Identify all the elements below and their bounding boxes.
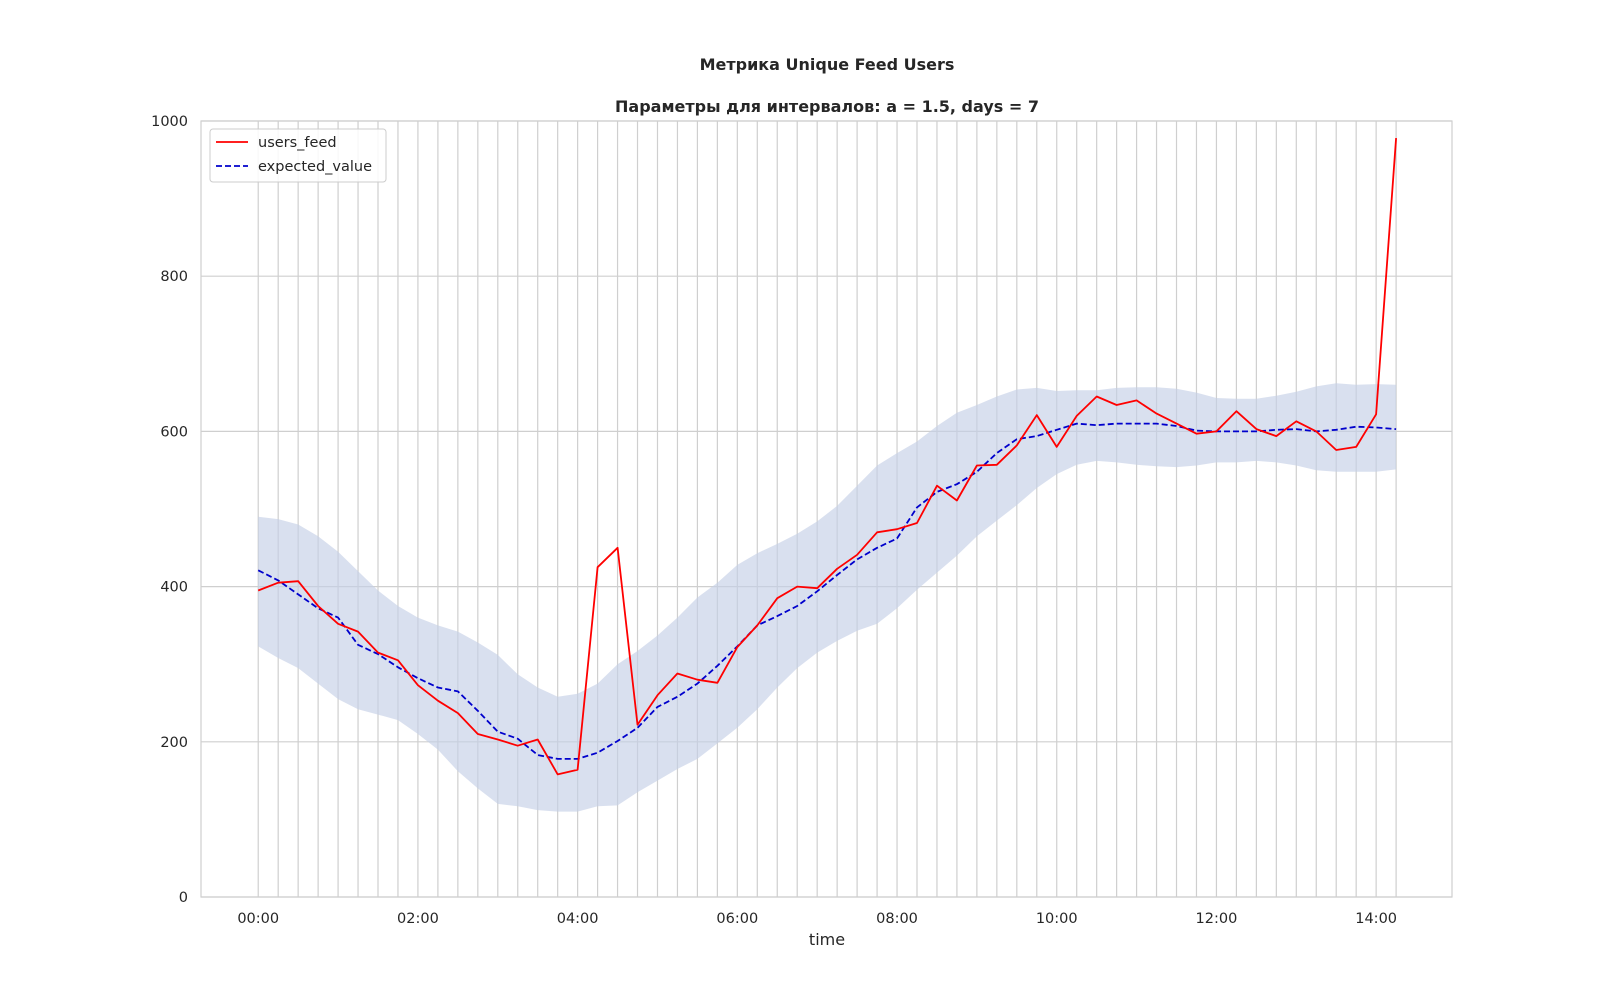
x-tick-label: 08:00: [876, 911, 918, 927]
x-tick-label: 06:00: [716, 911, 758, 927]
grid: [201, 120, 1452, 898]
y-tick-label: 600: [160, 424, 188, 440]
y-axis-ticks: 0 200 400 600 800 1000: [151, 114, 188, 906]
x-tick-label: 12:00: [1196, 911, 1238, 927]
x-tick-label: 10:00: [1036, 911, 1078, 927]
series-line-expected-value: [257, 422, 1397, 760]
legend: users_feed expected_value: [209, 128, 387, 183]
x-tick-label: 02:00: [397, 911, 439, 927]
legend-label-users-feed: users_feed: [258, 135, 337, 151]
legend-frame: [209, 128, 387, 183]
y-tick-label: 0: [179, 890, 188, 906]
chart-subtitle: Параметры для интервалов: a = 1.5, days …: [615, 97, 1039, 116]
x-axis-ticks: 00:00 02:00 04:00 06:00 08:00 10:00 12:00 14:00: [237, 911, 1397, 927]
y-tick-label: 200: [160, 735, 188, 751]
x-axis-label: time: [809, 930, 845, 949]
y-tick-label: 800: [160, 269, 188, 285]
series-line-users-feed: [257, 138, 1397, 776]
plot-frame: [200, 120, 1453, 898]
series-lines: [257, 138, 1397, 776]
x-tick-label: 04:00: [557, 911, 599, 927]
chart-title: Метрика Unique Feed Users: [700, 55, 955, 74]
y-tick-label: 1000: [151, 114, 188, 130]
y-tick-label: 400: [160, 580, 188, 596]
confidence-band: [258, 383, 1397, 812]
legend-label-expected-value: expected_value: [258, 159, 372, 175]
x-tick-label: 14:00: [1355, 911, 1397, 927]
x-tick-label: 00:00: [237, 911, 279, 927]
confidence-band-area: [258, 383, 1397, 812]
